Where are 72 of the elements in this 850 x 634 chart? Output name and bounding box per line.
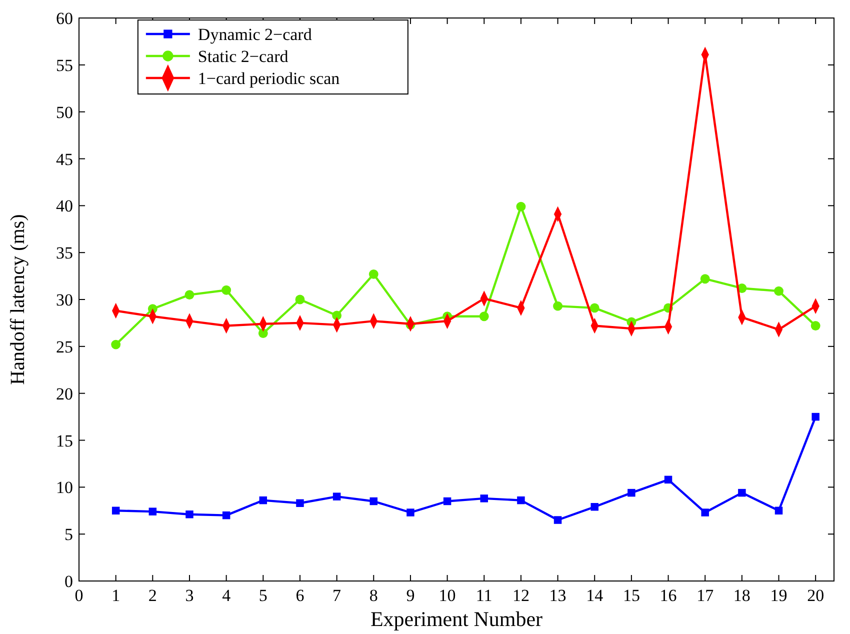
point bbox=[553, 301, 562, 311]
y-tick-label: 10 bbox=[56, 478, 73, 498]
y-tick-label: 35 bbox=[56, 244, 73, 263]
y-tick-label: 50 bbox=[56, 102, 73, 122]
x-tick-label: 8 bbox=[369, 586, 378, 605]
point bbox=[812, 412, 820, 421]
point bbox=[112, 506, 120, 514]
point bbox=[590, 503, 598, 511]
legend-label: 1−card periodic scan bbox=[198, 69, 340, 88]
point bbox=[259, 496, 268, 504]
y-tick-label: 55 bbox=[56, 56, 73, 75]
point bbox=[222, 511, 230, 520]
point bbox=[480, 494, 488, 502]
x-tick-label: 5 bbox=[258, 586, 268, 605]
point bbox=[222, 285, 232, 295]
x-tick-label: 16 bbox=[660, 586, 677, 605]
x-tick-label: 10 bbox=[438, 586, 456, 605]
point bbox=[479, 312, 489, 322]
y-tick-label: 40 bbox=[56, 196, 73, 216]
point bbox=[148, 508, 157, 516]
point bbox=[111, 340, 121, 350]
point bbox=[443, 497, 452, 506]
point bbox=[590, 303, 600, 313]
point bbox=[517, 496, 525, 504]
x-tick-label: 4 bbox=[222, 586, 232, 605]
x-tick-label: 3 bbox=[185, 586, 194, 605]
x-tick-label: 1 bbox=[112, 586, 120, 605]
point bbox=[332, 492, 341, 500]
y-tick-label: 0 bbox=[64, 572, 73, 591]
point bbox=[701, 508, 709, 516]
point bbox=[516, 202, 526, 212]
x-tick-label: 13 bbox=[549, 586, 566, 605]
y-axis-title: Handoff latency (ms) bbox=[7, 214, 29, 385]
x-tick-label: 7 bbox=[332, 586, 342, 605]
point bbox=[186, 510, 194, 518]
point bbox=[810, 321, 820, 330]
point bbox=[332, 310, 342, 320]
point bbox=[295, 294, 305, 304]
x-tick-label: 17 bbox=[696, 586, 714, 605]
x-axis-title: Experiment Number bbox=[370, 607, 543, 631]
x-tick-label: 20 bbox=[807, 586, 824, 605]
point bbox=[554, 516, 562, 524]
x-tick-label: 19 bbox=[770, 586, 788, 605]
y-tick-label: 15 bbox=[56, 431, 73, 450]
x-tick-label: 11 bbox=[476, 586, 492, 605]
x-tick-label: 2 bbox=[148, 586, 157, 605]
point bbox=[184, 290, 194, 300]
point bbox=[738, 488, 746, 497]
point bbox=[774, 506, 783, 514]
x-tick-label: 15 bbox=[622, 586, 640, 605]
x-tick-label: 14 bbox=[586, 586, 604, 605]
y-tick-label: 45 bbox=[56, 150, 73, 169]
legend-label: Dynamic 2−card bbox=[198, 25, 312, 44]
y-tick-label: 25 bbox=[56, 337, 73, 356]
point bbox=[700, 274, 710, 284]
x-tick-label: 9 bbox=[406, 586, 415, 605]
x-tick-label: 18 bbox=[733, 586, 750, 605]
x-tick-label: 12 bbox=[512, 586, 530, 605]
point bbox=[370, 497, 378, 506]
y-tick-label: 5 bbox=[64, 525, 73, 544]
point bbox=[406, 508, 414, 516]
point bbox=[296, 499, 304, 507]
y-tick-label: 30 bbox=[56, 290, 73, 310]
point bbox=[258, 328, 268, 338]
point bbox=[628, 488, 636, 497]
y-tick-label: 60 bbox=[56, 9, 73, 28]
point bbox=[774, 286, 784, 296]
x-tick-label: 6 bbox=[296, 586, 304, 605]
point bbox=[664, 476, 672, 484]
y-tick-label: 20 bbox=[56, 384, 73, 404]
point bbox=[368, 269, 378, 279]
legend-label: Static 2−card bbox=[198, 47, 289, 66]
